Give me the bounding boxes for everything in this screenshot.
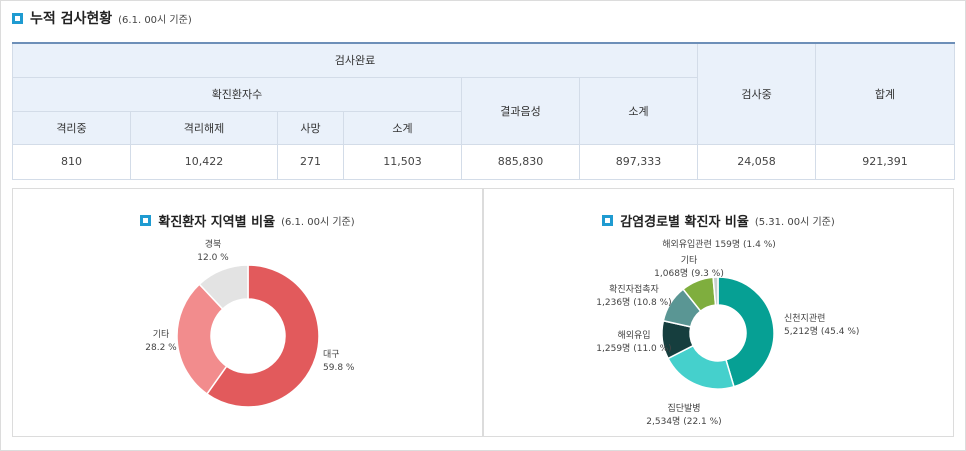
slice-label: 집단발병: [667, 402, 700, 414]
donut-slice-0: [205, 264, 320, 408]
header-subtotal: 소계: [578, 76, 699, 145]
slice-label: 기타: [681, 255, 698, 266]
cell-testing: 24,058: [697, 143, 817, 180]
header-released: 격리해제: [130, 110, 278, 145]
square-bullet-icon: [602, 215, 614, 226]
slice-value-label: 5,212명 (45.4 %): [784, 326, 859, 337]
slice-value-label: 59.8 %: [323, 363, 355, 373]
slice-label: 대구: [323, 349, 340, 360]
header-total: 합계: [815, 42, 956, 145]
header-testing: 검사중: [697, 42, 817, 145]
header-test-done: 검사완료: [11, 42, 699, 78]
route-chart-header: 감염경로별 확진자 비율 (5.31. 00시 기준): [484, 211, 953, 230]
slice-value-label: 2,534명 (22.1 %): [646, 416, 721, 427]
table-row: 810 10,422 271 11,503 885,830 897,333 24…: [12, 143, 956, 180]
cell-deaths: 271: [277, 143, 344, 180]
slice-value-label: 12.0 %: [197, 253, 229, 263]
cell-total: 921,391: [815, 143, 956, 180]
header-confirmed-subtotal: 소계: [343, 110, 462, 145]
donut-slice-0: [717, 276, 775, 388]
slice-value-label: 1,259명 (11.0 %): [596, 343, 671, 354]
route-chart-panel: 감염경로별 확진자 비율 (5.31. 00시 기준) 신천지관련 5,212명 …: [483, 188, 954, 437]
header-isolated: 격리중: [12, 110, 131, 145]
section-title: 누적 검사현황: [30, 11, 113, 27]
cell-subtotal: 897,333: [578, 143, 699, 180]
header-negative: 결과음성: [461, 76, 580, 145]
route-chart-title: 감염경로별 확진자 비율: [620, 215, 749, 230]
region-chart-header: 확진환자 지역별 비율 (6.1. 00시 기준): [13, 211, 482, 230]
region-chart-title: 확진환자 지역별 비율: [158, 215, 276, 230]
cell-negative: 885,830: [461, 143, 580, 180]
slice-value-label: 1,068명 (9.3 %): [654, 268, 724, 279]
donut-slice-5: [712, 276, 719, 306]
square-bullet-icon: [12, 12, 23, 24]
cell-confirmed-subtotal: 11,503: [343, 143, 462, 180]
slice-label: 기타: [153, 329, 170, 340]
header-confirmed: 확진환자수: [12, 76, 462, 112]
cumulative-test-table: 검사완료 검사중 합계 확진환자수 결과음성 소계 격리중 격리해제 사망 소계…: [11, 42, 956, 180]
region-chart-date: (6.1. 00시 기준): [281, 217, 355, 228]
slice-label: 신천지관련: [784, 313, 825, 324]
square-bullet-icon: [140, 215, 152, 226]
slice-label: 해외유입: [617, 329, 650, 341]
section-date: (6.1. 00시 기준): [118, 14, 192, 26]
section-header: 누적 검사현황 (6.1. 00시 기준): [12, 8, 192, 28]
slice-value-label: 28.2 %: [145, 343, 177, 353]
region-donut-chart: 대구 59.8 % 기타 28.2 % 경북 12.0 %: [145, 238, 355, 408]
slice-label: 경북: [205, 238, 222, 250]
cell-isolated: 810: [12, 143, 131, 180]
route-donut-chart: 신천지관련 5,212명 (45.4 %) 집단발병 2,534명 (22.1 %) 해…: [596, 238, 859, 427]
cell-released: 10,422: [130, 143, 278, 180]
header-deaths: 사망: [277, 110, 344, 145]
slice-label: 확진자접촉자: [609, 283, 659, 295]
slice-value-label: 1,236명 (10.8 %): [596, 297, 671, 308]
donut-slice-1: [176, 283, 228, 396]
donut-slice-2: [198, 264, 249, 311]
route-chart-date: (5.31. 00시 기준): [754, 217, 835, 228]
slice-label: 해외유입관련 159명 (1.4 %): [662, 238, 776, 250]
region-chart-panel: 확진환자 지역별 비율 (6.1. 00시 기준) 대구 59.8 % 기타 28.2…: [12, 188, 483, 437]
